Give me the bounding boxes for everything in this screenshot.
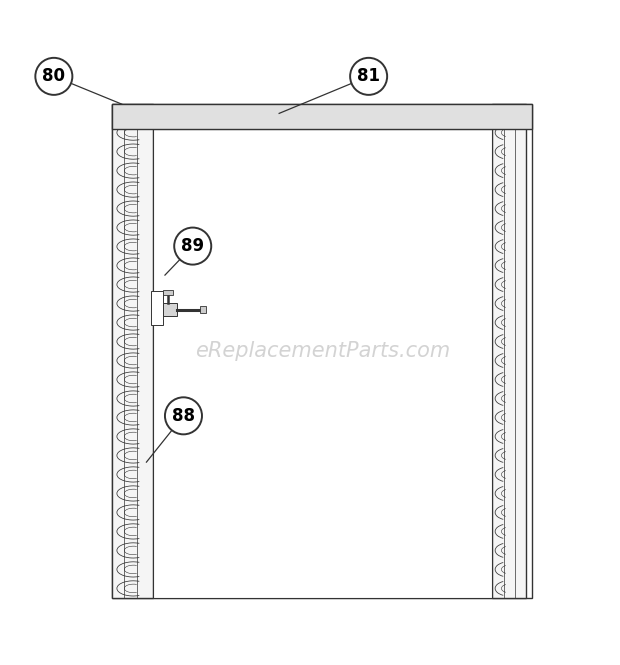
Bar xyxy=(112,104,532,598)
Circle shape xyxy=(165,397,202,434)
Bar xyxy=(200,307,206,313)
Text: 88: 88 xyxy=(172,407,195,425)
Circle shape xyxy=(350,58,387,95)
Circle shape xyxy=(35,58,73,95)
Bar xyxy=(163,303,177,317)
Bar xyxy=(492,104,526,598)
Circle shape xyxy=(174,227,211,265)
Text: eReplacementParts.com: eReplacementParts.com xyxy=(195,341,450,361)
Text: 80: 80 xyxy=(42,67,65,85)
Bar xyxy=(163,290,173,295)
Bar xyxy=(112,104,532,129)
Bar xyxy=(112,104,153,598)
Bar xyxy=(151,291,163,325)
Text: 81: 81 xyxy=(357,67,380,85)
Text: 89: 89 xyxy=(181,237,205,255)
Bar xyxy=(153,129,492,598)
